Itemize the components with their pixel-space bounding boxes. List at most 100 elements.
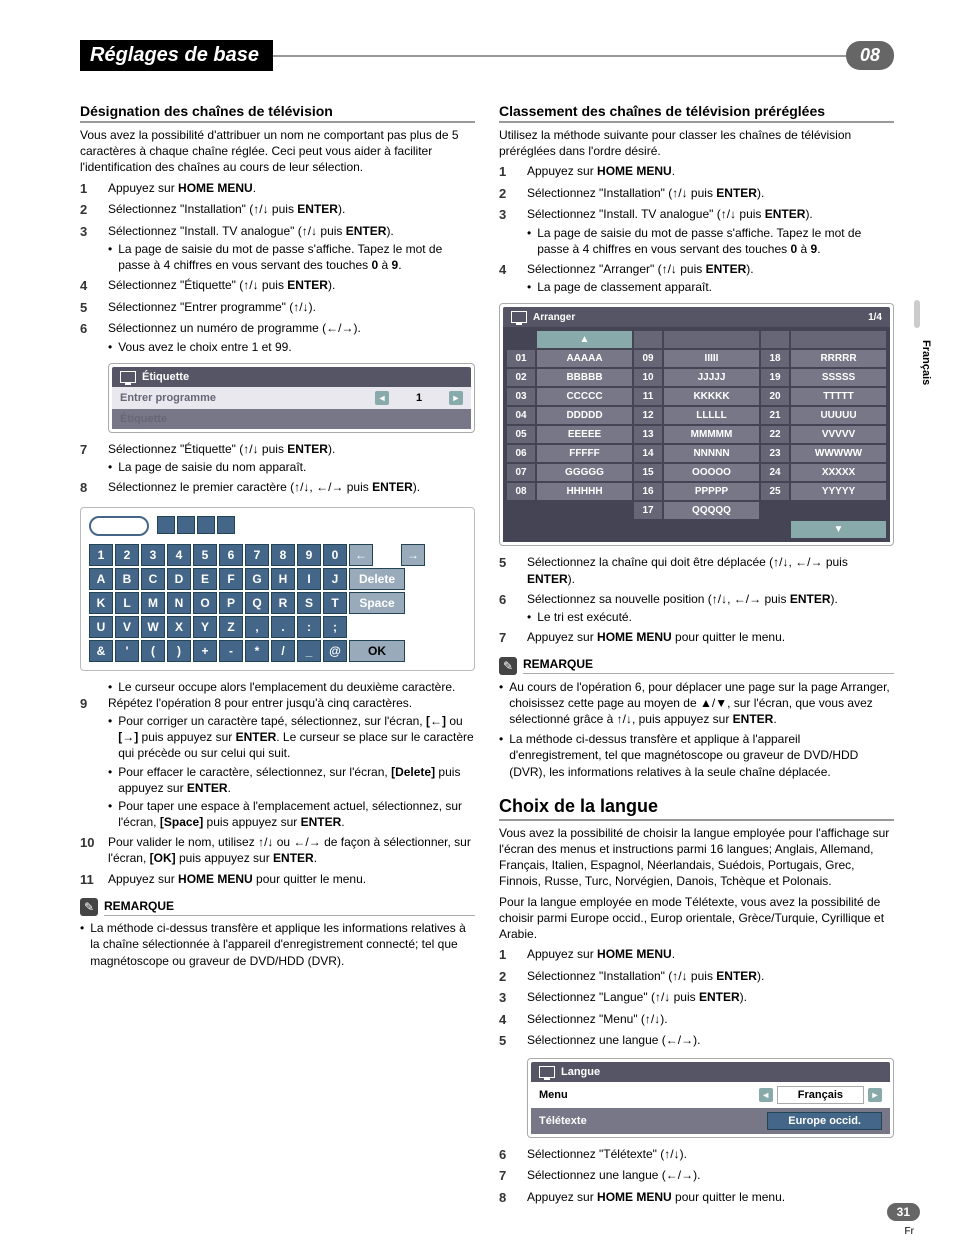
channel-number[interactable]: 09 [634, 350, 662, 367]
channel-name[interactable]: TTTTT [791, 388, 886, 405]
channel-name[interactable]: DDDDD [537, 407, 632, 424]
channel-number[interactable]: 19 [761, 369, 789, 386]
channel-name[interactable]: OOOOO [664, 464, 759, 481]
channel-number[interactable]: 07 [507, 464, 535, 481]
channel-number[interactable]: 22 [761, 426, 789, 443]
sort-up-icon[interactable]: ▲ [537, 331, 632, 348]
channel-number[interactable]: 25 [761, 483, 789, 500]
channel-number[interactable]: 24 [761, 464, 789, 481]
channel-name[interactable]: JJJJJ [664, 369, 759, 386]
channel-name[interactable]: UUUUU [791, 407, 886, 424]
char-key[interactable]: E [193, 568, 217, 590]
char-key[interactable]: : [297, 616, 321, 638]
channel-number[interactable]: 02 [507, 369, 535, 386]
channel-name[interactable]: KKKKK [664, 388, 759, 405]
channel-number[interactable]: 14 [634, 445, 662, 462]
char-key[interactable]: F [219, 568, 243, 590]
char-key[interactable]: W [141, 616, 165, 638]
char-key[interactable]: Delete [349, 568, 405, 590]
char-key[interactable]: K [89, 592, 113, 614]
char-key[interactable]: ; [323, 616, 347, 638]
char-key[interactable]: S [297, 592, 321, 614]
char-key[interactable]: . [271, 616, 295, 638]
char-key[interactable]: ) [167, 640, 191, 662]
char-key[interactable]: OK [349, 640, 405, 662]
channel-name[interactable]: IIIII [664, 350, 759, 367]
char-key[interactable]: L [115, 592, 139, 614]
char-key[interactable]: P [219, 592, 243, 614]
channel-number[interactable]: 18 [761, 350, 789, 367]
channel-number[interactable]: 05 [507, 426, 535, 443]
char-key[interactable]: N [167, 592, 191, 614]
char-key[interactable]: 8 [271, 544, 295, 566]
char-key[interactable]: Y [193, 616, 217, 638]
char-key[interactable]: I [297, 568, 321, 590]
channel-name[interactable]: RRRRR [791, 350, 886, 367]
char-key[interactable]: B [115, 568, 139, 590]
char-key[interactable]: 4 [167, 544, 191, 566]
char-key[interactable]: Q [245, 592, 269, 614]
channel-number[interactable]: 12 [634, 407, 662, 424]
char-key[interactable]: 1 [89, 544, 113, 566]
char-key[interactable]: X [167, 616, 191, 638]
char-key[interactable]: J [323, 568, 347, 590]
channel-name[interactable]: NNNNN [664, 445, 759, 462]
char-key[interactable]: V [115, 616, 139, 638]
channel-name[interactable]: CCCCC [537, 388, 632, 405]
channel-name[interactable]: VVVVV [791, 426, 886, 443]
char-key[interactable]: 9 [297, 544, 321, 566]
channel-number[interactable]: 01 [507, 350, 535, 367]
channel-number[interactable]: 23 [761, 445, 789, 462]
channel-name[interactable]: EEEEE [537, 426, 632, 443]
char-key[interactable]: C [141, 568, 165, 590]
channel-name[interactable]: BBBBB [537, 369, 632, 386]
channel-name[interactable]: MMMMM [664, 426, 759, 443]
char-key[interactable]: ' [115, 640, 139, 662]
channel-number[interactable]: 11 [634, 388, 662, 405]
char-key[interactable]: O [193, 592, 217, 614]
channel-name[interactable]: YYYYY [791, 483, 886, 500]
channel-number[interactable]: 21 [761, 407, 789, 424]
channel-name[interactable]: FFFFF [537, 445, 632, 462]
channel-number[interactable]: 03 [507, 388, 535, 405]
channel-number[interactable]: 10 [634, 369, 662, 386]
channel-number[interactable]: 13 [634, 426, 662, 443]
channel-name[interactable]: XXXXX [791, 464, 886, 481]
channel-name[interactable]: PPPPP [664, 483, 759, 500]
channel-name[interactable]: HHHHH [537, 483, 632, 500]
char-key[interactable]: 6 [219, 544, 243, 566]
char-key[interactable]: H [271, 568, 295, 590]
channel-number[interactable]: 20 [761, 388, 789, 405]
channel-name[interactable]: SSSSS [791, 369, 886, 386]
char-key[interactable]: 3 [141, 544, 165, 566]
char-key[interactable]: M [141, 592, 165, 614]
char-key[interactable]: Space [349, 592, 405, 614]
right-arrow-icon[interactable]: ► [868, 1088, 882, 1102]
channel-name[interactable]: QQQQQ [664, 502, 759, 519]
left-arrow-icon[interactable]: ◄ [375, 391, 389, 405]
channel-name[interactable]: AAAAA [537, 350, 632, 367]
char-key[interactable]: D [167, 568, 191, 590]
char-key[interactable]: U [89, 616, 113, 638]
char-key[interactable]: * [245, 640, 269, 662]
channel-name[interactable]: WWWWW [791, 445, 886, 462]
char-key[interactable]: + [193, 640, 217, 662]
char-key[interactable]: ← [349, 544, 373, 566]
char-key[interactable]: T [323, 592, 347, 614]
channel-name[interactable]: GGGGG [537, 464, 632, 481]
char-key[interactable]: @ [323, 640, 347, 662]
char-key[interactable]: , [245, 616, 269, 638]
char-key[interactable]: Z [219, 616, 243, 638]
char-key[interactable]: & [89, 640, 113, 662]
char-key[interactable]: 5 [193, 544, 217, 566]
char-key[interactable]: A [89, 568, 113, 590]
char-key[interactable]: / [271, 640, 295, 662]
channel-number[interactable]: 04 [507, 407, 535, 424]
char-key[interactable]: - [219, 640, 243, 662]
char-key[interactable]: 7 [245, 544, 269, 566]
char-key[interactable]: → [401, 544, 425, 566]
channel-number[interactable]: 15 [634, 464, 662, 481]
char-key[interactable]: 2 [115, 544, 139, 566]
channel-name[interactable]: LLLLL [664, 407, 759, 424]
channel-number[interactable]: 16 [634, 483, 662, 500]
